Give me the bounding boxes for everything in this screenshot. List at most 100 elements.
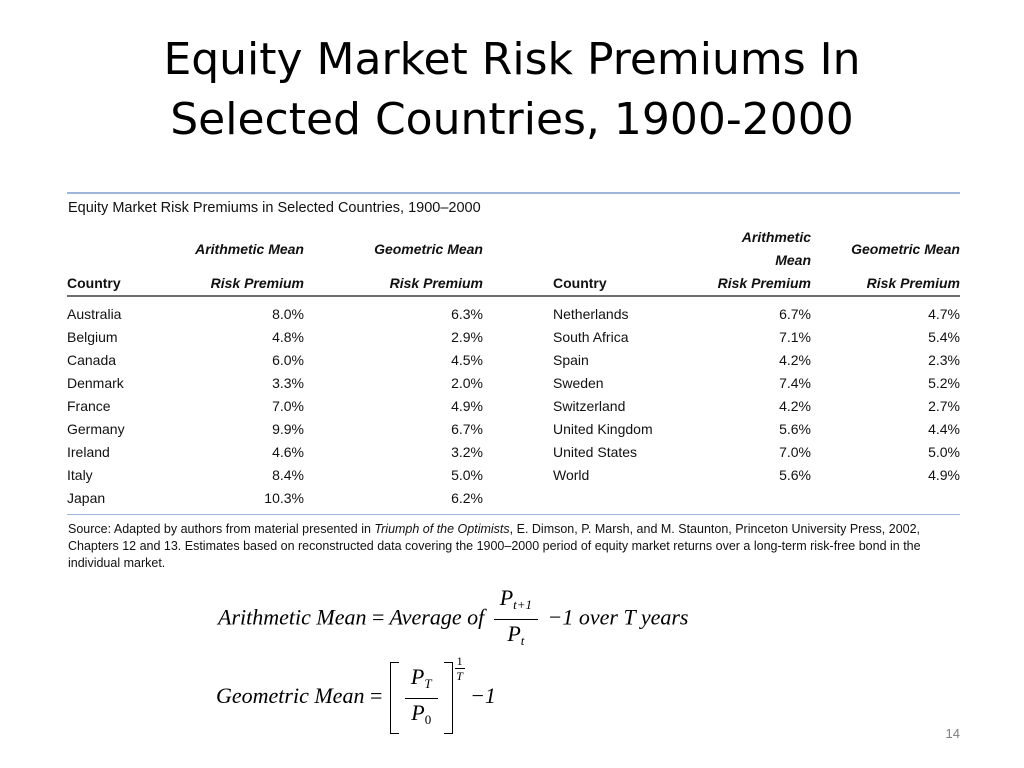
geo-exponent: 1 T (454, 654, 465, 683)
geo-exp-num: 1 (454, 654, 465, 669)
geo-num-base: P (410, 663, 425, 689)
arith-cell: 8.4% (272, 467, 304, 483)
geo-equals: = (369, 683, 383, 709)
header-gap (483, 226, 553, 272)
geo-cell: 5.0% (928, 444, 960, 460)
arith-cell: 5.6% (779, 467, 811, 483)
arith-equals: = (371, 604, 385, 630)
header-spacer-right (553, 226, 703, 272)
gap-cell (483, 487, 553, 514)
geo-cell: 5.2% (928, 375, 960, 391)
country-cell: Canada (67, 352, 117, 368)
table-row: Canada 6.0% 4.5% Spain 4.2% 2.3% (67, 349, 960, 372)
geo-den-sub: 0 (424, 711, 432, 727)
arith-cell: 8.0% (272, 306, 304, 322)
header-arith-line2-left: Risk Premium (210, 275, 304, 291)
country-cell: Belgium (67, 329, 118, 345)
country-cell: France (67, 398, 111, 414)
arith-cell (703, 487, 811, 514)
gap-cell (483, 395, 553, 418)
country-cell: Denmark (67, 375, 124, 391)
country-cell (553, 487, 703, 514)
arith-cell: 4.2% (779, 398, 811, 414)
country-cell: Switzerland (553, 398, 626, 414)
arith-cell: 7.4% (779, 375, 811, 391)
country-cell: Netherlands (553, 306, 629, 322)
country-cell: Germany (67, 421, 125, 437)
arith-lhs: Arithmetic Mean (218, 604, 367, 630)
header-country-left: Country (67, 275, 121, 291)
header-geo-line2-left: Risk Premium (389, 275, 483, 291)
country-cell: Spain (553, 352, 589, 368)
geo-cell: 2.9% (451, 329, 483, 345)
geo-cell: 5.0% (451, 467, 483, 483)
geo-cell: 4.7% (928, 306, 960, 322)
geo-fraction: PT P0 (404, 663, 438, 734)
country-cell: World (553, 467, 590, 483)
table-row: Japan 10.3% 6.2% (67, 487, 960, 514)
gap-cell (483, 418, 553, 441)
gap-cell (483, 464, 553, 487)
header-arith-line1-left: Arithmetic Mean (195, 240, 304, 257)
header-geo-line2-right: Risk Premium (866, 275, 960, 291)
source-book-title: Triumph of the Optimists (374, 522, 510, 536)
slide-title-line-2: Selected Countries, 1900-2000 (170, 94, 854, 145)
geometric-mean-formula: Geometric Mean = PT P0 1 T −1 (216, 654, 496, 734)
country-cell: United Kingdom (553, 421, 653, 437)
country-cell: United States (553, 444, 638, 460)
risk-premium-table-figure: Equity Market Risk Premiums in Selected … (67, 192, 960, 572)
table-source-note: Source: Adapted by authors from material… (67, 521, 958, 572)
table-row: Denmark 3.3% 2.0% Sweden 7.4% 5.2% (67, 372, 960, 395)
arith-cell: 7.1% (779, 329, 811, 345)
country-cell: Italy (67, 467, 93, 483)
arith-cell: 7.0% (779, 444, 811, 460)
header-gap-2 (483, 272, 553, 296)
country-cell: South Africa (553, 329, 629, 345)
arith-cell: 5.6% (779, 421, 811, 437)
geo-tail: −1 (470, 683, 496, 709)
geo-cell: 3.2% (451, 444, 483, 460)
country-cell: Japan (67, 490, 106, 506)
arith-mid: Average of (389, 604, 485, 630)
arith-cell: 4.2% (779, 352, 811, 368)
geo-exp-den: T (456, 669, 463, 683)
header-arith-line2-right: Risk Premium (717, 275, 811, 291)
table-row: Ireland 4.6% 3.2% United States 7.0% 5.0% (67, 441, 960, 464)
gap-cell (483, 326, 553, 349)
geo-cell: 4.5% (451, 352, 483, 368)
table-body: Australia 8.0% 6.3% Netherlands 6.7% 4.7% Belg… (67, 297, 960, 514)
gap-cell (483, 297, 553, 326)
country-cell: Ireland (67, 444, 110, 460)
arith-cell: 9.9% (272, 421, 304, 437)
header-country-right: Country (553, 275, 607, 291)
geo-den-base: P (411, 699, 425, 725)
geo-lhs: Geometric Mean (216, 683, 365, 709)
table-row: France 7.0% 4.9% Switzerland 4.2% 2.7% (67, 395, 960, 418)
arith-cell: 4.8% (272, 329, 304, 345)
geo-cell: 6.7% (451, 421, 483, 437)
geo-cell: 4.4% (928, 421, 960, 437)
arith-fraction: Pt+1 Pt (493, 584, 539, 655)
geo-cell (811, 487, 960, 514)
country-cell: Australia (67, 306, 122, 322)
geo-cell: 2.3% (928, 352, 960, 368)
table-row: Italy 8.4% 5.0% World 5.6% 4.9% (67, 464, 960, 487)
slide-title: Equity Market Risk Premiums In Selected … (0, 30, 1024, 150)
arith-num-base: P (499, 585, 514, 610)
geo-cell: 6.3% (451, 306, 483, 322)
table-row: Germany 9.9% 6.7% United Kingdom 5.6% 4.4% (67, 418, 960, 441)
page-number: 14 (945, 726, 960, 741)
header-geo-line1-left: Geometric Mean (374, 240, 483, 257)
arith-den-sub: t (520, 633, 525, 648)
arith-cell: 3.3% (272, 375, 304, 391)
arithmetic-mean-formula: Arithmetic Mean = Average of Pt+1 Pt −1 … (218, 584, 688, 655)
gap-cell (483, 349, 553, 372)
header-geo-line1-right: Geometric Mean (851, 240, 960, 257)
geo-cell: 4.9% (451, 398, 483, 414)
geo-cell: 6.2% (451, 490, 483, 506)
header-arith-line1-right: Arithmetic Mean (741, 229, 811, 268)
gap-cell (483, 372, 553, 395)
geo-num-sub: T (424, 675, 432, 691)
geo-left-bracket (389, 662, 399, 734)
slide-title-line-1: Equity Market Risk Premiums In (163, 34, 861, 85)
